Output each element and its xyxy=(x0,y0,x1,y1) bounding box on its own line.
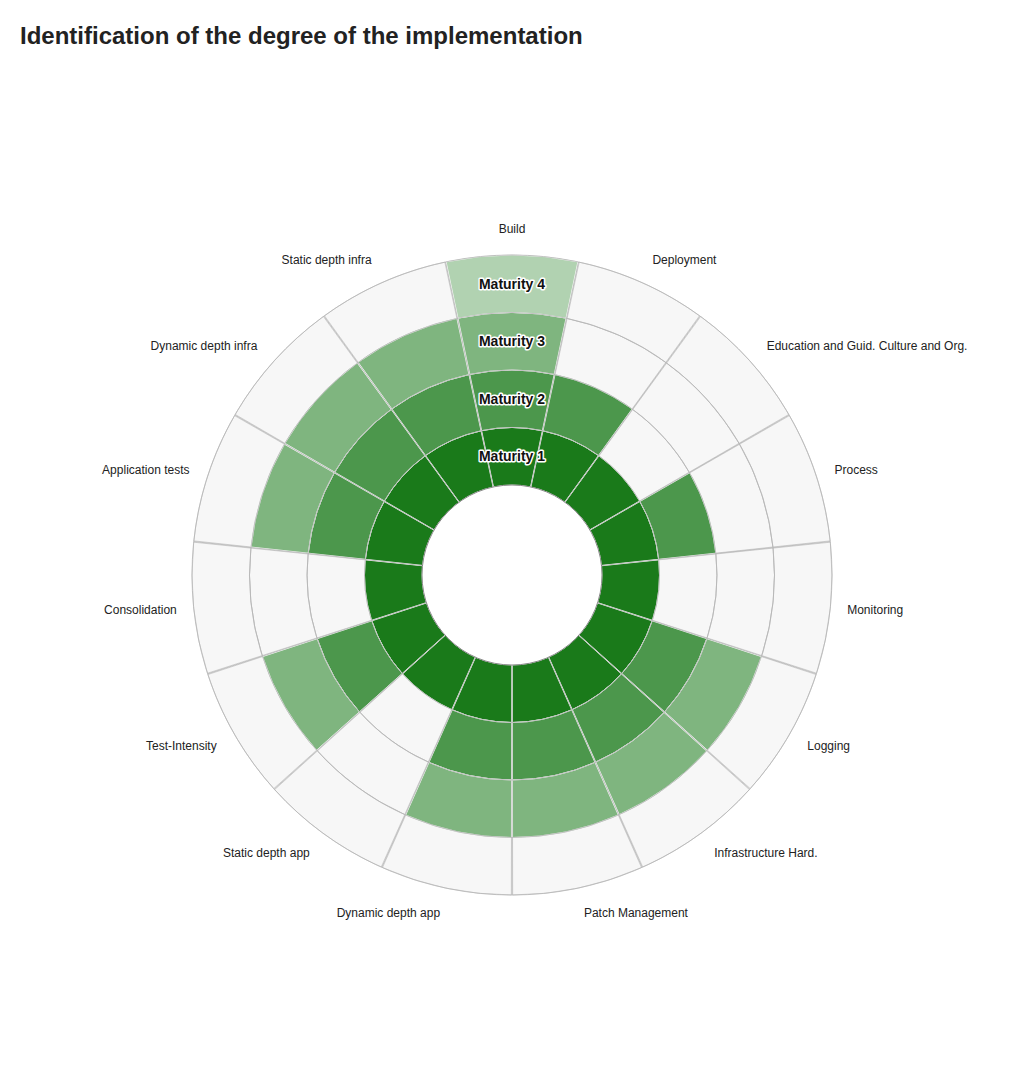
category-label: Static depth app xyxy=(223,846,310,860)
background-sector xyxy=(667,317,789,444)
spoke xyxy=(598,603,817,674)
spoke xyxy=(602,542,831,566)
spoke xyxy=(549,657,643,867)
category-label: Deployment xyxy=(652,253,717,267)
spoke xyxy=(590,415,789,530)
category-label: Infrastructure Hard. xyxy=(714,846,817,860)
maturity-segment xyxy=(596,712,707,814)
category-label: Monitoring xyxy=(847,603,903,617)
grid xyxy=(192,255,832,895)
ring-label: Maturity 1 xyxy=(479,448,545,464)
spoke xyxy=(274,635,445,789)
spoke xyxy=(194,542,423,566)
category-label: Static depth infra xyxy=(282,253,372,267)
background-sector xyxy=(707,548,774,655)
maturity-segment xyxy=(543,375,632,456)
ring-label: Maturity 3 xyxy=(479,333,545,349)
category-label: Dynamic depth app xyxy=(337,906,441,920)
spoke xyxy=(235,415,434,530)
background-sector xyxy=(458,313,566,375)
background-sectors xyxy=(192,255,832,895)
maturity-segment xyxy=(446,255,578,318)
maturity-segment xyxy=(263,639,360,750)
category-label: Dynamic depth infra xyxy=(151,339,258,353)
spoke xyxy=(565,316,700,502)
category-label: Build xyxy=(499,222,526,236)
category-wedge xyxy=(358,318,493,502)
title: Identification of the degree of the impl… xyxy=(20,22,583,49)
maturity-segment xyxy=(364,560,426,620)
spoke xyxy=(324,316,459,502)
chart-container: Identification of the degree of the impl… xyxy=(0,0,1024,1066)
inner-axis-circle xyxy=(422,485,602,665)
category-wedge xyxy=(512,657,618,837)
maturity-segment xyxy=(640,473,716,559)
category-label: Logging xyxy=(807,739,850,753)
category-wedge xyxy=(364,560,426,620)
category-label: Application tests xyxy=(102,463,189,477)
spoke xyxy=(512,665,513,895)
maturity-segment xyxy=(470,370,554,431)
ring-labels: Maturity 1 Maturity 2 Maturity 3 Maturity 4 xyxy=(479,276,545,465)
maturity-segment xyxy=(406,762,512,837)
ring-label: Maturity 4 xyxy=(479,276,545,292)
ring-gridline xyxy=(192,255,832,895)
category-label: Consolidation xyxy=(104,603,177,617)
spoke xyxy=(382,657,476,867)
category-label: Test-Intensity xyxy=(146,739,217,753)
chart-svg: Identification of the degree of the impl… xyxy=(0,0,1024,1066)
background-sector xyxy=(249,548,316,655)
spoke xyxy=(579,635,750,789)
category-label: Process xyxy=(834,463,877,477)
category-wedge xyxy=(263,603,445,750)
background-sector xyxy=(470,370,554,431)
marks xyxy=(251,255,761,837)
background-sector xyxy=(446,255,578,318)
category-label: Patch Management xyxy=(584,906,689,920)
maturity-segment xyxy=(458,313,566,375)
ring-label: Maturity 2 xyxy=(479,391,545,407)
category-label: Education and Guid. Culture and Org. xyxy=(767,339,968,353)
spoke xyxy=(208,603,427,674)
category-labels: Build Deployment Education and Guid. Cultu… xyxy=(102,222,967,920)
maturity-segment xyxy=(512,762,618,837)
